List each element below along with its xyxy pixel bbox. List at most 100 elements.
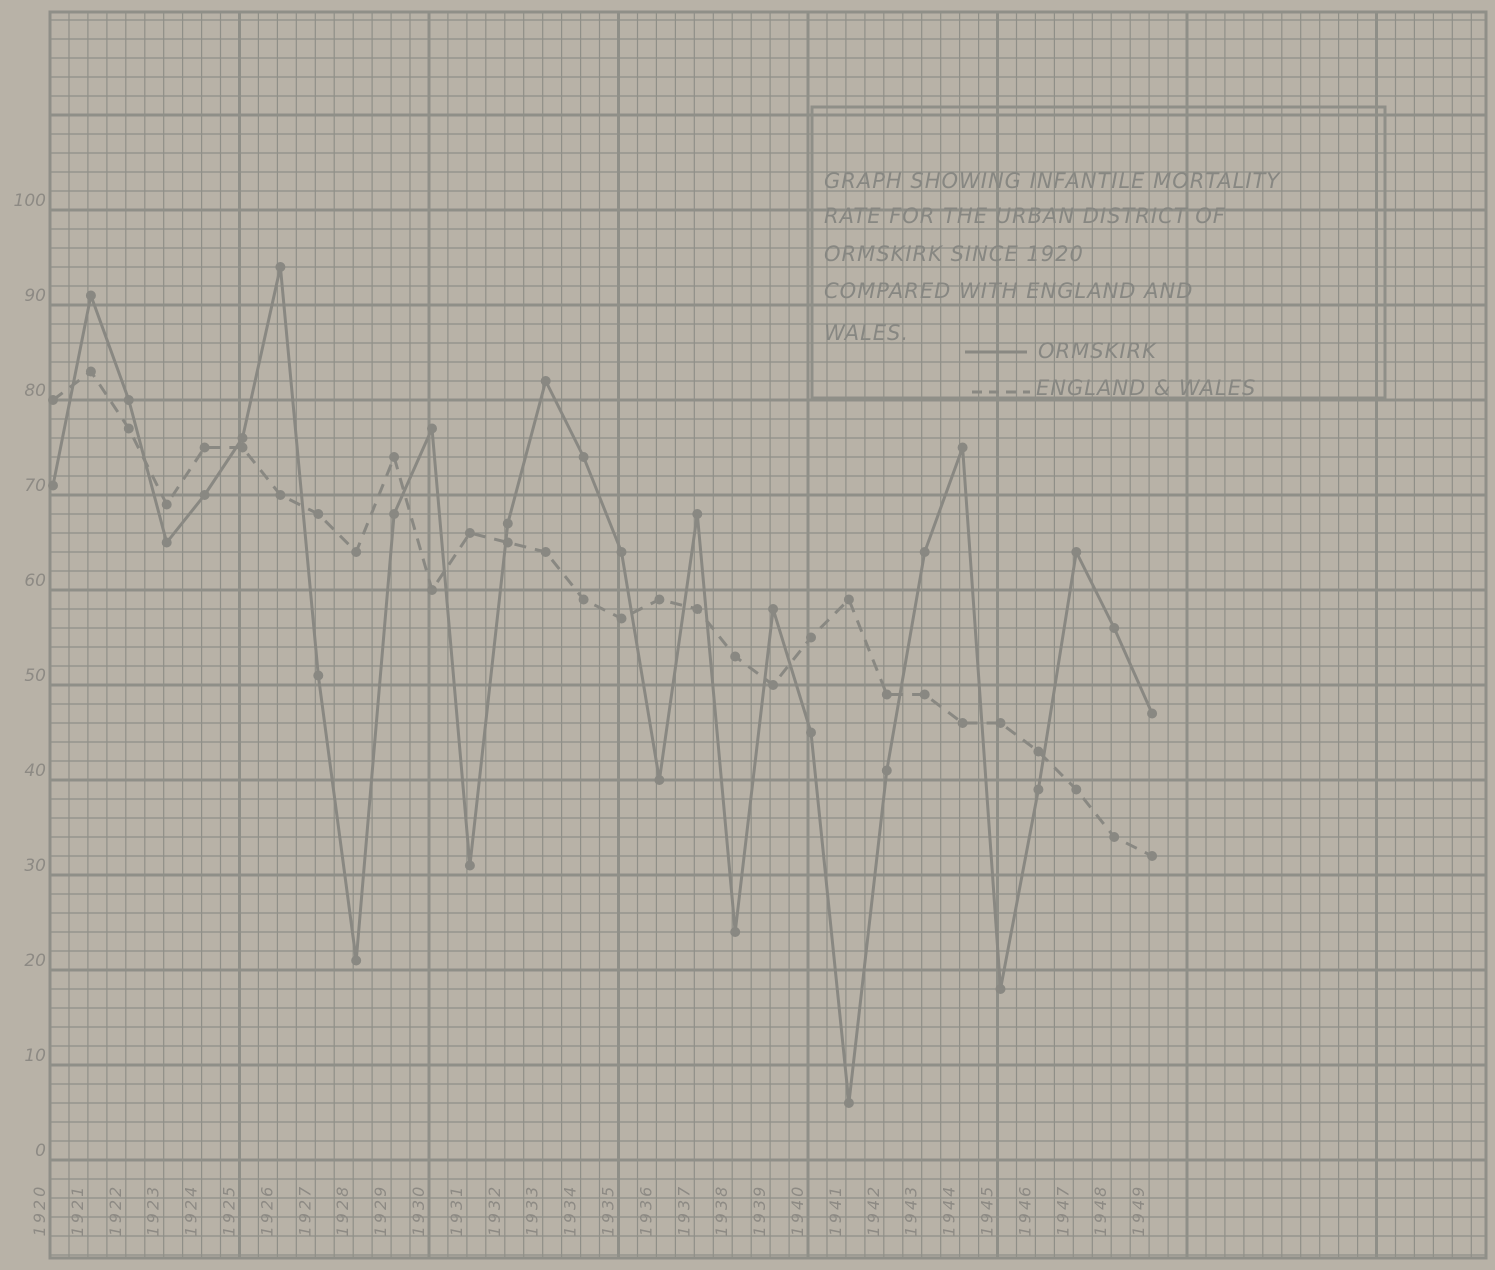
data-point-ormskirk [1071,547,1082,557]
data-point-ormskirk [654,775,665,785]
x-tick-label: 1933 [523,1184,542,1237]
data-point-england-wales [616,613,627,624]
data-point-ormskirk [919,547,930,557]
data-point-ormskirk [351,955,362,966]
data-point-ormskirk [806,727,816,738]
title-box [810,105,1387,400]
x-tick-label: 1941 [826,1184,845,1237]
x-tick-label: 1934 [561,1184,580,1237]
data-point-ormskirk [502,518,513,529]
x-tick-label: 1943 [902,1184,921,1237]
data-point-england-wales [730,651,741,662]
data-point-england-wales [351,547,362,557]
y-tick-label: 10 [24,1046,46,1066]
y-tick-label: 70 [24,476,46,496]
data-point-england-wales [85,366,96,377]
x-tick-label: 1929 [371,1184,390,1237]
data-point-england-wales [1147,851,1158,861]
data-point-england-wales [161,499,172,510]
x-tick-label: 1946 [1015,1184,1034,1237]
y-tick-label: 100 [14,191,46,211]
data-point-england-wales [654,594,665,605]
y-tick-label: 80 [24,381,46,401]
data-point-ormskirk [199,490,210,500]
data-point-england-wales [464,528,475,538]
data-point-ormskirk [578,452,589,462]
data-point-ormskirk [427,423,437,434]
data-point-england-wales [843,594,854,605]
y-tick-label: 40 [24,761,46,781]
x-axis-tick-labels: 1920 1921 1922 1923 1924 1925 1926 1927 1928 1929… [30,1184,1148,1237]
legend-label-england-wales: ENGLAND & WALES [1036,376,1256,400]
data-point-ormskirk [881,765,892,776]
x-tick-label: 1936 [636,1184,655,1237]
x-tick-label: 1931 [447,1184,466,1237]
data-point-ormskirk [161,537,172,548]
data-point-ormskirk [730,927,741,937]
x-tick-label: 1928 [333,1184,352,1237]
x-tick-label: 1947 [1053,1184,1072,1237]
data-point-ormskirk [85,290,96,301]
x-tick-label: 1920 [30,1184,49,1237]
data-point-england-wales [692,604,703,614]
series-line-england-wales [52,370,1153,858]
data-point-england-wales [578,594,589,605]
y-axis-tick-labels: 0 10 20 30 40 50 60 70 80 90 100 [14,191,46,1161]
data-point-ormskirk [389,509,400,519]
x-tick-label: 1944 [940,1184,959,1237]
data-point-ormskirk [616,547,627,557]
data-point-ormskirk [1033,784,1044,795]
data-point-england-wales [995,718,1006,728]
x-tick-label: 1937 [674,1184,693,1237]
x-tick-label: 1945 [978,1184,997,1237]
x-tick-label: 1932 [485,1184,504,1237]
chart-title-line-4: COMPARED WITH ENGLAND AND [824,279,1193,303]
data-point-england-wales [1109,832,1120,842]
chart-title-line-2: RATE FOR THE URBAN DISTRICT OF [824,204,1226,228]
y-tick-label: 60 [24,571,46,591]
y-tick-label: 0 [35,1141,46,1161]
x-tick-label: 1924 [182,1184,201,1237]
data-point-ormskirk [313,670,324,681]
data-point-england-wales [768,680,779,690]
data-point-england-wales [1033,746,1044,757]
x-tick-label: 1921 [68,1184,87,1237]
legend-label-ormskirk: ORMSKIRK [1038,339,1158,363]
data-point-england-wales [881,689,892,700]
x-tick-label: 1922 [106,1184,125,1237]
data-point-england-wales [427,585,437,595]
x-tick-label: 1935 [599,1184,618,1237]
x-tick-label: 1949 [1129,1184,1148,1237]
x-tick-label: 1927 [295,1184,314,1237]
data-point-england-wales [313,509,324,519]
data-point-ormskirk [48,480,58,491]
chart-title-line-3: ORMSKIRK SINCE 1920 [824,242,1084,266]
data-point-ormskirk [540,376,551,386]
x-tick-label: 1930 [409,1184,428,1237]
x-tick-label: 1940 [788,1184,807,1237]
y-tick-label: 20 [24,951,46,971]
data-point-england-wales [919,689,930,700]
data-point-ormskirk [957,442,968,453]
x-tick-label: 1938 [712,1184,731,1237]
data-point-england-wales [502,537,513,548]
data-point-ormskirk [1147,708,1158,719]
y-tick-label: 50 [24,666,46,686]
data-point-england-wales [199,442,210,453]
chart-title-line-5: WALES. [824,321,909,345]
x-tick-label: 1925 [220,1184,239,1237]
plot-border [48,10,1488,1260]
data-point-ormskirk [692,509,703,519]
chart-title-line-1: GRAPH SHOWING INFANTILE MORTALITY [824,169,1281,193]
x-tick-label: 1942 [864,1184,883,1237]
data-point-ormskirk [464,860,475,871]
y-tick-label: 30 [24,856,46,876]
legend: ORMSKIRK ENGLAND & WALES [965,339,1256,400]
x-tick-label: 1926 [257,1184,276,1237]
data-point-england-wales [275,490,286,500]
data-point-england-wales [123,423,134,434]
data-point-england-wales [806,632,816,643]
data-point-ormskirk [1109,623,1120,633]
